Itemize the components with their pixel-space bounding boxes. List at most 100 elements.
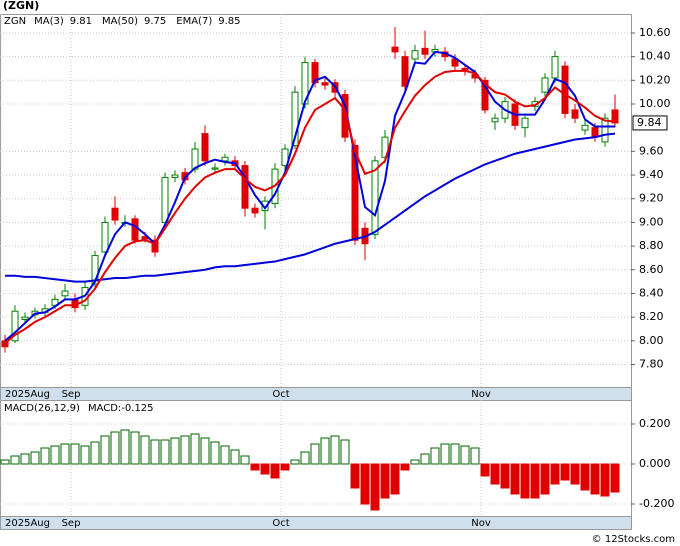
- candle-body: [491, 117, 499, 123]
- candle-body: [291, 91, 299, 146]
- ma-line: [4, 69, 616, 344]
- y-tick-label: 8.00: [639, 334, 664, 347]
- macd-bar: [200, 437, 210, 465]
- candle-body: [551, 56, 559, 79]
- macd-bar: [510, 463, 520, 495]
- x-tick-label: Sep: [62, 389, 81, 400]
- y-tick-label: 9.60: [639, 144, 664, 157]
- macd-bar: [210, 441, 220, 465]
- macd-bar: [230, 449, 240, 465]
- macd-bar: [610, 463, 620, 493]
- x-axis-strip: [0, 516, 632, 530]
- x-tick-label: 2025Aug: [5, 389, 50, 400]
- y-tick-label: 8.20: [639, 310, 664, 323]
- macd-bar: [40, 447, 50, 465]
- macd-bar: [50, 445, 60, 465]
- macd-bar: [190, 433, 200, 465]
- x-tick-label: Oct: [272, 389, 289, 400]
- macd-bar: [470, 447, 480, 465]
- macd-bar: [60, 443, 70, 465]
- y-tick-label: 0.200: [639, 417, 671, 430]
- macd-value: MACD:-0.125: [88, 403, 154, 414]
- macd-bar: [370, 463, 380, 511]
- legend-value: 9.81: [70, 16, 92, 27]
- macd-bar: [540, 463, 550, 495]
- candle-body: [611, 109, 619, 124]
- y-tick-label: 0.000: [639, 457, 671, 470]
- y-tick-label: -0.200: [639, 497, 674, 510]
- macd-bar: [530, 463, 540, 499]
- panel-title: MACD(26,12,9): [4, 403, 80, 414]
- macd-bar: [440, 443, 450, 465]
- y-tick-label: 10.60: [639, 26, 671, 39]
- y-tick-label: 9.20: [639, 192, 664, 205]
- macd-bar: [250, 463, 260, 471]
- macd-bar: [90, 441, 100, 465]
- last-price: 9.84: [637, 116, 662, 129]
- x-tick-label: 2025Aug: [5, 518, 50, 529]
- macd-bar: [350, 463, 360, 489]
- candle-body: [321, 82, 329, 86]
- macd-bar: [160, 439, 170, 465]
- candle-body: [211, 167, 219, 170]
- candle-body: [171, 174, 179, 178]
- candle-body: [521, 117, 529, 129]
- candle-body: [571, 109, 579, 119]
- macd-bar: [280, 463, 290, 471]
- candle-body: [481, 79, 489, 111]
- candle-body: [581, 124, 589, 131]
- macd-bar: [310, 443, 320, 465]
- macd-bar: [240, 455, 250, 465]
- macd-bar: [220, 445, 230, 465]
- legend-name: EMA(7): [176, 16, 212, 27]
- candle-body: [111, 207, 119, 221]
- candle-body: [421, 47, 429, 55]
- macd-bar: [430, 447, 440, 465]
- legend-symbol: ZGN: [4, 16, 26, 27]
- macd-bar: [30, 451, 40, 465]
- y-tick-label: 9.40: [639, 168, 664, 181]
- candle-body: [541, 77, 549, 93]
- macd-bar: [330, 435, 340, 465]
- candle-body: [281, 148, 289, 167]
- candle-body: [371, 160, 379, 235]
- x-axis-strip: [0, 387, 632, 401]
- footer: © 12Stocks.com: [592, 534, 675, 545]
- candle-body: [21, 316, 29, 321]
- y-tick-label: 10.40: [639, 50, 671, 63]
- x-tick-label: Nov: [471, 389, 491, 400]
- macd-bar: [270, 463, 280, 479]
- candle-body: [561, 65, 569, 114]
- y-tick-label: 7.80: [639, 358, 664, 371]
- candle-body: [411, 50, 419, 60]
- candle-body: [391, 46, 399, 53]
- macd-bar: [80, 445, 90, 465]
- macd-bar: [150, 439, 160, 465]
- chart-title: (ZGN): [3, 0, 39, 12]
- macd-bar: [570, 463, 580, 485]
- y-tick-label: 10.00: [639, 97, 671, 110]
- candle-body: [381, 136, 389, 158]
- macd-bar: [300, 451, 310, 465]
- macd-bar: [70, 443, 80, 465]
- y-tick-label: 8.60: [639, 263, 664, 276]
- macd-bar: [320, 437, 330, 465]
- price-tag: [632, 115, 668, 131]
- macd-bar: [550, 463, 560, 485]
- candle-body: [601, 117, 609, 143]
- macd-bar: [600, 463, 610, 497]
- y-tick-label: 8.80: [639, 239, 664, 252]
- macd-bar: [180, 435, 190, 465]
- macd-bar: [100, 435, 110, 465]
- macd-bar: [520, 463, 530, 499]
- macd-bar: [290, 459, 300, 465]
- macd-bar: [0, 459, 10, 465]
- candle-body: [221, 156, 229, 162]
- candle-body: [401, 56, 409, 87]
- legend-name: MA(50): [102, 16, 138, 27]
- macd-bar: [170, 437, 180, 465]
- candle-body: [91, 255, 99, 285]
- candle-body: [131, 218, 139, 241]
- macd-bar: [260, 463, 270, 475]
- macd-bar: [380, 463, 390, 499]
